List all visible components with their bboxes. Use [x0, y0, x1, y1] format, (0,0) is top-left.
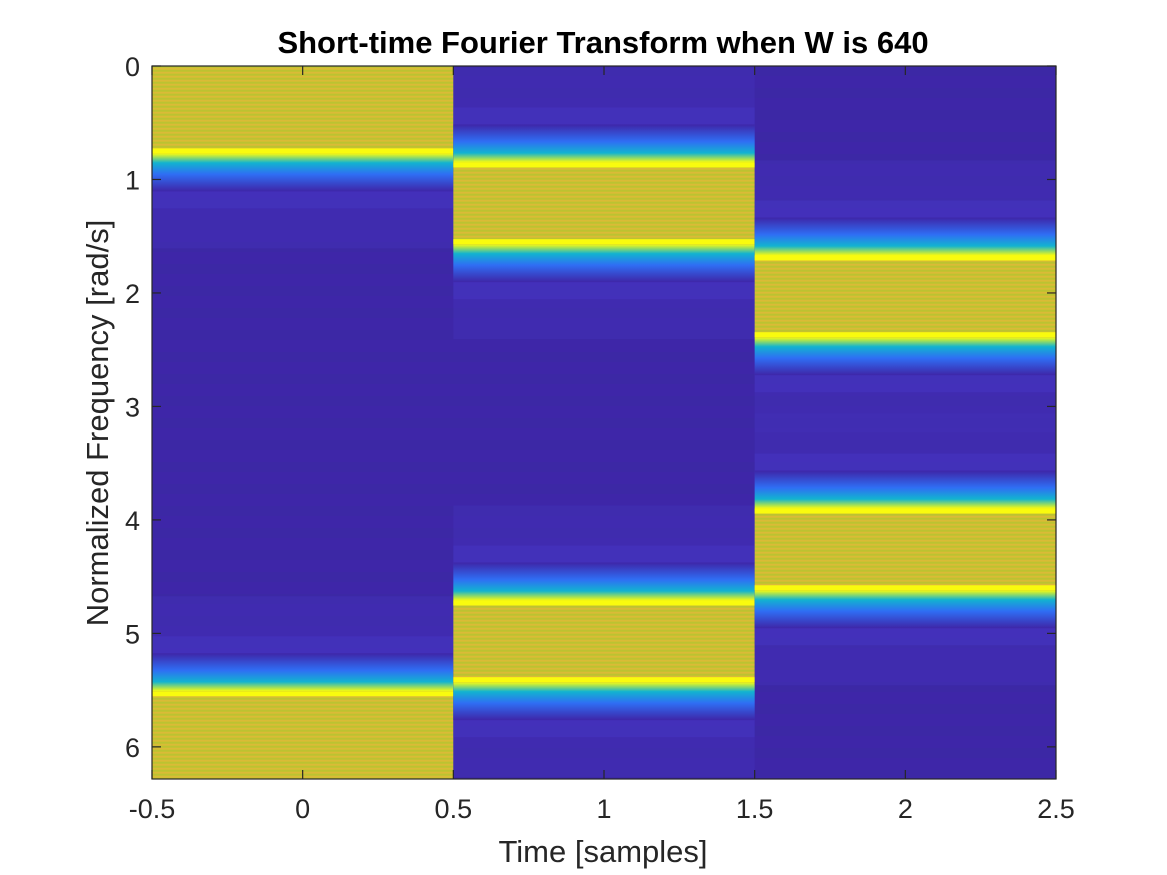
spectral-band-t1-1 — [453, 162, 755, 245]
spectral-band-t0-1 — [152, 66, 454, 154]
chart-title: Short-time Fourier Transform when W is 6… — [277, 25, 928, 60]
spectral-band-t1-2 — [453, 600, 755, 683]
x-axis: -0.5 0 0.5 1 1.5 2 2.5 — [129, 66, 1075, 824]
x-tick-label: 0.5 — [435, 794, 473, 824]
y-axis-label: Normalized Frequency [rad/s] — [80, 220, 115, 627]
y-tick-label: 5 — [125, 619, 140, 649]
x-tick-label: -0.5 — [129, 794, 176, 824]
time-column-0 — [152, 66, 454, 779]
x-tick-label: 1.5 — [736, 794, 774, 824]
plot-area — [151, 65, 1057, 780]
spectral-band-t2-2 — [754, 508, 1056, 591]
y-tick-label: 4 — [125, 506, 140, 536]
y-tick-label: 0 — [125, 52, 140, 82]
y-axis: 0 1 2 3 4 5 6 — [125, 52, 1056, 763]
x-tick-label: 1 — [596, 794, 611, 824]
y-tick-label: 6 — [125, 733, 140, 763]
x-axis-label: Time [samples] — [498, 834, 707, 869]
x-tick-label: 0 — [295, 794, 310, 824]
x-tick-label: 2 — [898, 794, 913, 824]
time-column-2 — [754, 160, 1056, 686]
y-tick-label: 3 — [125, 392, 140, 422]
spectral-band-t0-2 — [152, 691, 454, 779]
time-column-1 — [453, 67, 755, 778]
y-tick-label: 1 — [125, 165, 140, 195]
y-tick-label: 2 — [125, 279, 140, 309]
spectral-band-t2-1 — [754, 255, 1056, 338]
x-tick-label: 2.5 — [1037, 794, 1075, 824]
